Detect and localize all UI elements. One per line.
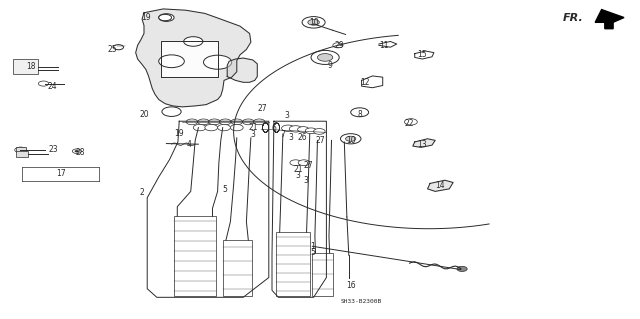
Polygon shape: [227, 58, 257, 82]
Text: FR.: FR.: [563, 12, 584, 23]
Text: 8: 8: [357, 110, 362, 119]
Circle shape: [311, 50, 339, 64]
Text: 27: 27: [303, 161, 314, 170]
Circle shape: [253, 119, 265, 125]
Text: 3: 3: [289, 133, 294, 142]
Text: SH33-B2300B: SH33-B2300B: [341, 299, 382, 304]
Circle shape: [113, 45, 124, 50]
Circle shape: [184, 37, 203, 46]
Bar: [16, 151, 28, 157]
Polygon shape: [136, 9, 251, 107]
Text: 20: 20: [139, 110, 149, 119]
Text: 18: 18: [26, 63, 35, 71]
Text: 21: 21: [248, 123, 257, 132]
Text: 4: 4: [187, 140, 192, 149]
Circle shape: [159, 14, 174, 21]
Text: 17: 17: [56, 169, 66, 178]
Circle shape: [298, 160, 310, 166]
Bar: [276, 232, 310, 296]
Circle shape: [218, 124, 230, 131]
Circle shape: [308, 19, 319, 25]
Text: 21: 21: [294, 165, 303, 174]
Text: 10: 10: [346, 136, 356, 145]
Polygon shape: [413, 139, 435, 147]
Text: 3: 3: [296, 171, 301, 180]
Circle shape: [351, 108, 369, 117]
Circle shape: [457, 266, 467, 271]
Text: 27: 27: [315, 136, 325, 145]
Text: 23: 23: [48, 145, 58, 154]
Circle shape: [346, 136, 356, 141]
Circle shape: [220, 119, 231, 125]
Text: 2: 2: [140, 189, 145, 197]
Circle shape: [340, 134, 361, 144]
Text: 22: 22: [405, 119, 414, 128]
Polygon shape: [428, 180, 453, 191]
Text: 3: 3: [303, 176, 308, 185]
Circle shape: [282, 125, 294, 131]
Text: 12: 12: [360, 78, 369, 87]
Circle shape: [38, 81, 49, 86]
Text: 19: 19: [141, 13, 151, 22]
Text: 3: 3: [250, 130, 255, 139]
Circle shape: [302, 17, 325, 28]
Text: 6: 6: [271, 124, 276, 133]
Bar: [312, 253, 333, 296]
Text: 28: 28: [76, 148, 84, 157]
Text: 19: 19: [174, 130, 184, 138]
Circle shape: [159, 55, 184, 68]
Circle shape: [204, 55, 232, 69]
Bar: [223, 240, 252, 296]
Circle shape: [305, 128, 317, 134]
Circle shape: [231, 119, 243, 125]
Circle shape: [289, 126, 302, 132]
Circle shape: [314, 129, 325, 134]
Circle shape: [333, 43, 343, 48]
Text: 26: 26: [297, 133, 307, 142]
Circle shape: [290, 160, 301, 166]
Circle shape: [243, 119, 254, 125]
Circle shape: [404, 119, 417, 125]
Text: 14: 14: [435, 181, 445, 190]
Text: 27: 27: [257, 104, 268, 113]
Polygon shape: [161, 41, 218, 77]
Circle shape: [159, 14, 172, 21]
Text: 24: 24: [47, 82, 58, 91]
Circle shape: [317, 54, 333, 61]
Circle shape: [205, 124, 218, 131]
Bar: [13, 59, 38, 74]
Bar: [16, 147, 26, 152]
Text: 5: 5: [310, 248, 315, 256]
Text: 7: 7: [280, 130, 285, 139]
Text: 1: 1: [310, 242, 315, 251]
Text: 3: 3: [284, 111, 289, 120]
Circle shape: [186, 119, 198, 125]
Circle shape: [72, 149, 81, 153]
Text: 5: 5: [223, 185, 228, 194]
Text: 10: 10: [308, 18, 319, 27]
Circle shape: [193, 124, 206, 131]
Circle shape: [298, 127, 309, 132]
Circle shape: [198, 119, 209, 125]
Circle shape: [230, 124, 243, 131]
Circle shape: [209, 119, 220, 125]
Text: 13: 13: [417, 140, 428, 149]
Text: 29: 29: [334, 41, 344, 50]
Circle shape: [162, 107, 181, 116]
Text: 11: 11: [380, 41, 388, 50]
Text: 15: 15: [417, 50, 428, 59]
Text: 9: 9: [327, 61, 332, 70]
Circle shape: [15, 147, 26, 153]
Text: 25: 25: [107, 45, 117, 54]
Bar: [174, 216, 216, 296]
Polygon shape: [595, 10, 624, 29]
Circle shape: [75, 150, 79, 152]
Text: 16: 16: [346, 281, 356, 290]
